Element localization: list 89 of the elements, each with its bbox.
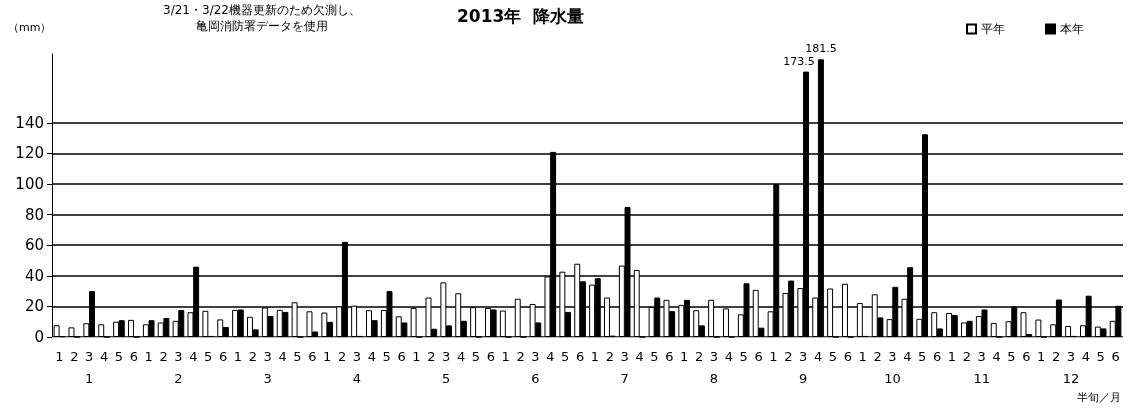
y-tick-label: 100 [15,175,44,194]
x-tick-label: 5 [293,348,302,364]
x-tick-label: 1 [590,348,600,364]
x-tick-label: 2 [784,348,793,364]
x-tick-label: 2 [337,348,347,364]
x-tick-label: 3 1 [85,348,94,386]
x-tick-label: 1 [412,348,421,364]
y-axis-title: （mm） [8,21,52,34]
x-tick-label: 6 [218,348,228,364]
x-tick-label: 6 [1111,348,1120,364]
x-tick-label: 3 3 [263,348,272,386]
x-tick-label: 3 7 [620,348,629,386]
x-tick-label: 1 [680,348,689,364]
x-tick-label: 1 [55,348,64,364]
x-tick-label: 5 [114,348,124,364]
x-tick-label: 6 [575,348,585,364]
x-tick-label: 1 [501,348,510,364]
x-axis-title: 半旬／月 [1077,391,1121,404]
x-tick-label: 1 [1037,348,1046,364]
y-tick-label: 80 [24,205,44,224]
x-tick-label: 3 10 [884,348,901,386]
x-tick-label: 2 [427,348,436,364]
data-label: 181.5 [805,42,837,56]
x-tick-label: 5 [561,348,570,364]
x-tick-label: 5 [828,348,838,364]
legend-label: 本年 [1060,22,1084,36]
x-tick-label: 4 [635,348,644,364]
x-tick-label: 4 [367,348,376,364]
x-tick-label: 5 [1096,348,1105,364]
x-tick-label: 3 4 [352,348,362,386]
x-tick-label: 4 [99,348,109,364]
x-tick-label: 3 12 [1062,348,1080,386]
text: 亀岡消防署データを使用 [196,19,328,33]
x-tick-label: 4 [456,348,466,364]
text: 3/21・3/22機器更新のため欠測し、 [163,3,361,17]
x-tick-label: 3 9 [799,348,808,386]
x-tick-label: 2 [70,348,79,364]
x-tick-label: 5 [739,348,748,364]
y-tick-label: 60 [24,236,44,255]
x-tick-label: 6 [665,348,674,364]
x-tick-label: 6 [308,348,317,364]
x-tick-label: 5 [471,348,481,364]
x-tick-label: 4 [813,348,823,364]
x-tick-label: 2 [1051,348,1061,364]
x-tick-label: 3 5 [442,348,451,386]
x-tick-label: 4 [724,348,733,364]
chart-title: 2013年 降水量 [457,5,585,26]
x-tick-label: 4 [546,348,555,364]
x-tick-label: 2 [605,348,614,364]
x-tick-label: 3 6 [531,348,540,386]
x-tick-label: 6 [754,348,763,364]
y-tick-label: 20 [24,297,44,316]
x-tick-label: 6 [932,348,942,364]
x-tick-label: 1 [858,348,867,364]
x-tick-label: 4 [903,348,912,364]
x-tick-label: 6 [486,348,495,364]
x-tick-label: 4 [1081,348,1090,364]
x-tick-label: 2 [962,348,971,364]
x-tick-label: 5 [1007,348,1016,364]
x-tick-label: 1 [144,348,153,364]
x-tick-label: 2 [694,348,704,364]
data-label: 173.5 [783,54,815,68]
x-tick-label: 2 [873,348,882,364]
x-tick-label: 1 [323,348,332,364]
x-tick-label: 5 [650,348,659,364]
x-tick-label: 2 [159,348,168,364]
x-tick-label: 2 [248,348,257,364]
y-tick-label: 0 [34,328,44,346]
x-tick-label: 1 [233,348,243,364]
y-tick-label: 120 [15,144,44,163]
x-tick-label: 5 [918,348,927,364]
x-tick-label: 6 [129,348,138,364]
x-tick-label: 3 8 [709,348,719,386]
x-tick-label: 4 [992,348,1001,364]
x-tick-label: 1 [769,348,778,364]
x-tick-label: 6 [397,348,406,364]
x-tick-label: 2 [516,348,525,364]
x-tick-label: 3 11 [973,348,990,386]
x-tick-label: 1 [947,348,957,364]
y-tick-label: 40 [24,266,44,285]
legend-label: 平年 [981,22,1005,36]
x-tick-label: 5 [204,348,213,364]
y-tick-label: 140 [15,113,44,132]
x-tick-label: 5 [382,348,391,364]
x-tick-label: 6 [1022,348,1031,364]
x-tick-label: 6 [843,348,852,364]
x-tick-label: 4 [189,348,198,364]
x-tick-label: 4 [278,348,287,364]
x-tick-label: 3 2 [174,348,183,386]
